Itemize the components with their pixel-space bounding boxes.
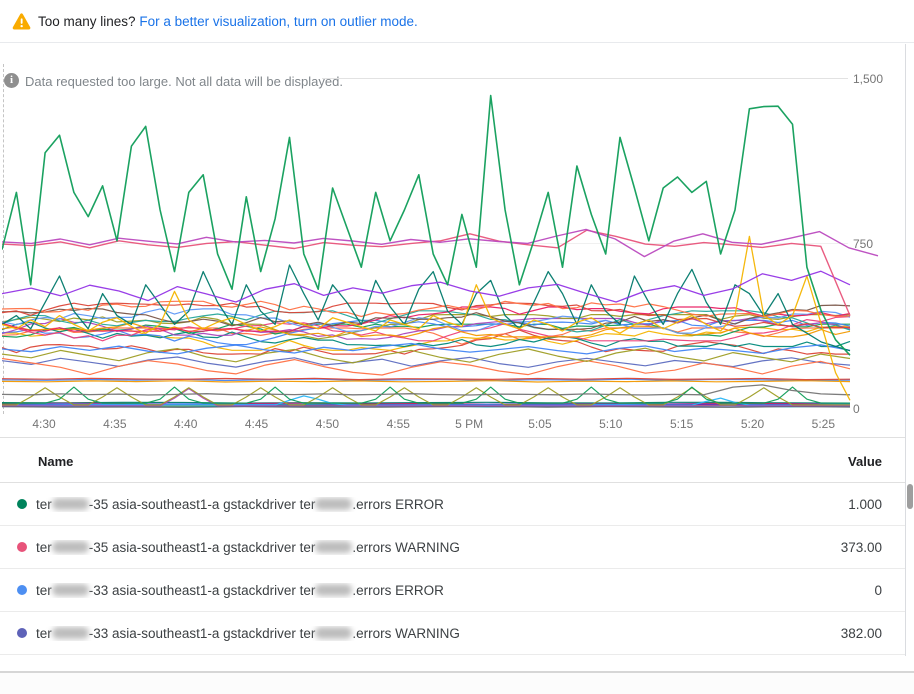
series-gray-low: [2, 384, 851, 396]
series-blue-wavy: [2, 342, 851, 355]
x-tick-label: 4:30: [32, 417, 56, 431]
series-name: ter -35 asia-southeast1-a gstackdriver te…: [36, 496, 444, 512]
series-color-dot: [17, 585, 27, 595]
x-tick-label: 4:35: [103, 417, 127, 431]
series-value: 373.00: [840, 539, 882, 555]
redacted-text: [315, 540, 353, 553]
bottom-flat-line: [2, 405, 851, 408]
value-column-header: Value: [848, 453, 882, 469]
series-orange-low: [2, 357, 851, 376]
gridline-1500: [322, 78, 848, 79]
series-teal-spiky: [2, 264, 851, 352]
gridline-750: [5, 243, 848, 244]
x-tick-label: 5:05: [528, 417, 552, 431]
cluster-line: [2, 321, 851, 348]
outlier-mode-link[interactable]: For a better visualization, turn on outl…: [139, 13, 418, 29]
series-green-main: [2, 94, 851, 356]
redacted-text: [51, 497, 89, 510]
series-name: ter -33 asia-southeast1-a gstackdriver te…: [36, 582, 444, 598]
y-tick-label: 750: [853, 237, 874, 251]
cluster-line: [2, 322, 851, 338]
series-value: 0: [874, 582, 882, 598]
scrollbar-thumb[interactable]: [907, 484, 913, 509]
y-axis-dashed-line: [3, 64, 4, 414]
name-column-header: Name: [38, 453, 74, 469]
y-tick-label: 0: [853, 402, 860, 416]
x-tick-label: 5:25: [811, 417, 836, 431]
series-flat-red: [2, 377, 851, 381]
series-green-triangle: [2, 386, 850, 404]
legend-row[interactable]: ter -33 asia-southeast1-a gstackdriver te…: [0, 612, 905, 655]
cluster-line: [2, 310, 851, 333]
page-background-strip: [0, 673, 914, 694]
cluster-line: [2, 329, 850, 355]
y-tick-label: 1,500: [853, 72, 884, 86]
series-flat-orange: [2, 380, 851, 383]
scrollbar-track: [905, 44, 906, 656]
x-tick-label: 4:55: [386, 417, 410, 431]
x-tick-label: 5:20: [740, 417, 765, 431]
series-gold-spiky: [2, 235, 851, 401]
series-color-dot: [17, 499, 27, 509]
warning-triangle-icon: [12, 12, 31, 29]
data-too-large-notice: Data requested too large. Not all data w…: [25, 74, 343, 89]
legend-header-row: Name Value: [0, 440, 905, 483]
x-tick-label: 4:50: [315, 417, 340, 431]
series-purple-mid: [2, 270, 851, 303]
series-value: 1.000: [848, 496, 882, 512]
chart-table-divider: [0, 437, 905, 438]
cluster-line: [2, 323, 850, 338]
series-name: ter -33 asia-southeast1-a gstackdriver te…: [36, 625, 460, 641]
banner-question: Too many lines?: [38, 13, 136, 29]
info-icon: i: [4, 73, 19, 88]
cluster-line: [2, 308, 851, 334]
too-many-lines-banner: Too many lines? For a better visualizati…: [0, 0, 914, 43]
redacted-text: [315, 583, 353, 596]
series-magenta-750: [2, 228, 879, 258]
x-tick-label: 5 PM: [455, 417, 484, 431]
x-tick-label: 4:45: [244, 417, 269, 431]
redacted-text: [315, 626, 353, 639]
cluster-line: [2, 300, 851, 318]
legend-row[interactable]: ter -33 asia-southeast1-a gstackdriver te…: [0, 569, 905, 612]
x-tick-label: 5:15: [669, 417, 694, 431]
cluster-line: [2, 302, 850, 328]
series-pink-750: [2, 229, 851, 316]
series-purple-triangle: [2, 388, 850, 407]
cluster-line: [2, 325, 851, 351]
series-olive-low: [2, 347, 851, 364]
x-tick-label: 5:10: [599, 417, 623, 431]
redacted-text: [51, 626, 89, 639]
legend-row[interactable]: ter -35 asia-southeast1-a gstackdriver te…: [0, 483, 905, 526]
redacted-text: [51, 583, 89, 596]
redacted-text: [315, 497, 353, 510]
banner-text: Too many lines? For a better visualizati…: [38, 14, 418, 29]
series-value: 382.00: [840, 625, 882, 641]
series-color-dot: [17, 628, 27, 638]
legend-row[interactable]: ter -35 asia-southeast1-a gstackdriver te…: [0, 526, 905, 569]
panel-bottom-border: [0, 671, 914, 673]
series-color-dot: [17, 542, 27, 552]
x-tick-label: 4:40: [174, 417, 198, 431]
legend-table: Name Value ter -35 asia-southeast1-a gsta…: [0, 440, 905, 655]
chart-lines[interactable]: [2, 74, 882, 414]
series-name: ter -35 asia-southeast1-a gstackdriver te…: [36, 539, 460, 555]
series-cyan-bottom: [2, 395, 850, 406]
redacted-text: [51, 540, 89, 553]
